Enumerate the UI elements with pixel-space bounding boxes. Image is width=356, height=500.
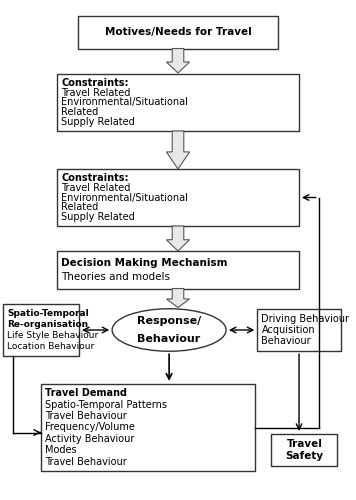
Text: Decision Making Mechanism: Decision Making Mechanism — [61, 258, 228, 268]
Text: Frequency/Volume: Frequency/Volume — [45, 422, 135, 432]
FancyBboxPatch shape — [78, 16, 278, 48]
Text: Environmental/Situational: Environmental/Situational — [61, 98, 188, 108]
Text: Supply Related: Supply Related — [61, 212, 135, 222]
Text: Life Style Behaviour: Life Style Behaviour — [7, 331, 98, 340]
Text: Behaviour: Behaviour — [137, 334, 201, 344]
Text: Travel Related: Travel Related — [61, 88, 131, 98]
Text: Constraints:: Constraints: — [61, 78, 129, 88]
Text: Travel Related: Travel Related — [61, 182, 131, 192]
Ellipse shape — [112, 308, 226, 351]
Text: Constraints:: Constraints: — [61, 172, 129, 182]
Text: Travel Demand: Travel Demand — [45, 388, 127, 398]
FancyBboxPatch shape — [271, 434, 337, 466]
Text: Motives/Needs for Travel: Motives/Needs for Travel — [105, 28, 251, 38]
Text: Driving Behaviour: Driving Behaviour — [261, 314, 350, 324]
Text: Supply Related: Supply Related — [61, 118, 135, 128]
Text: Environmental/Situational: Environmental/Situational — [61, 192, 188, 202]
Text: Safety: Safety — [285, 451, 324, 461]
Text: Spatio-Temporal: Spatio-Temporal — [7, 309, 89, 318]
Polygon shape — [167, 131, 189, 169]
Text: Theories and models: Theories and models — [61, 272, 170, 282]
Text: Related: Related — [61, 108, 99, 118]
FancyBboxPatch shape — [3, 304, 79, 356]
Text: Location Behaviour: Location Behaviour — [7, 342, 94, 351]
Text: Response/: Response/ — [137, 316, 201, 326]
Text: Activity Behaviour: Activity Behaviour — [45, 434, 135, 444]
Text: Related: Related — [61, 202, 99, 212]
FancyBboxPatch shape — [57, 74, 299, 131]
Text: Modes: Modes — [45, 445, 77, 455]
Text: Travel Behaviour: Travel Behaviour — [45, 456, 127, 466]
FancyBboxPatch shape — [57, 169, 299, 226]
FancyBboxPatch shape — [257, 308, 341, 351]
Polygon shape — [167, 288, 189, 308]
Polygon shape — [167, 226, 189, 251]
Text: Travel: Travel — [287, 439, 322, 449]
Polygon shape — [167, 48, 189, 73]
Text: Acquisition: Acquisition — [261, 325, 315, 335]
Text: Travel Behaviour: Travel Behaviour — [45, 411, 127, 421]
FancyBboxPatch shape — [41, 384, 255, 471]
Text: Re-organisation: Re-organisation — [7, 320, 88, 329]
Text: Behaviour: Behaviour — [261, 336, 311, 346]
Text: Spatio-Temporal Patterns: Spatio-Temporal Patterns — [45, 400, 167, 410]
FancyBboxPatch shape — [57, 251, 299, 288]
